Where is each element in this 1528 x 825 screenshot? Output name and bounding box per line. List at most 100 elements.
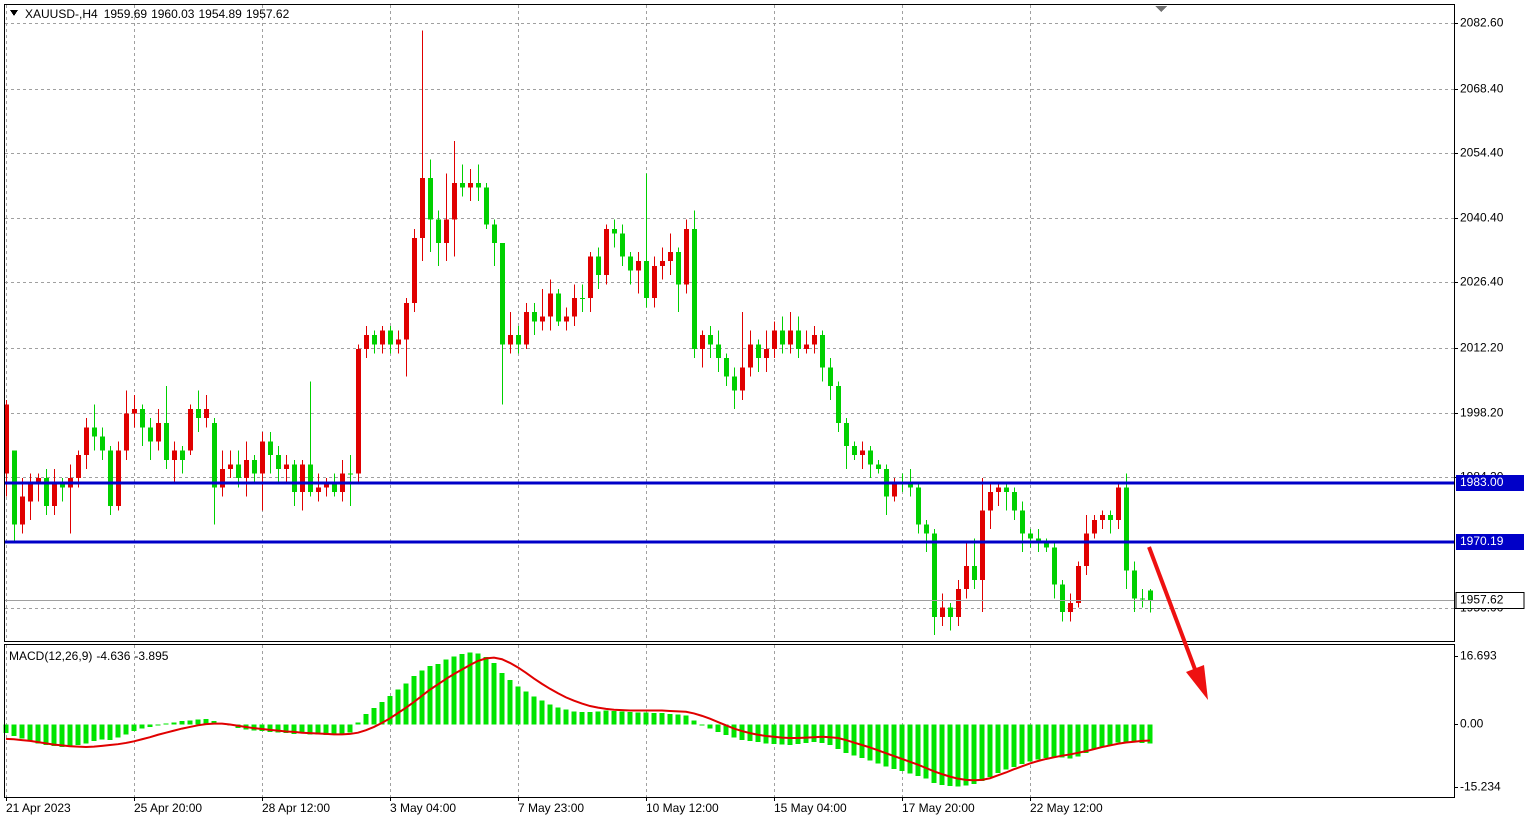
menu-triangle[interactable] [10,10,18,16]
candle-body [980,510,985,580]
candle-body [244,459,249,479]
candle-body [316,487,321,493]
macd-histogram-bar [187,720,193,725]
current-price-label: 1957.62 [1460,593,1504,607]
macd-signal-line [5,656,1151,782]
macd-histogram-bar [755,724,761,743]
macd-histogram-bar [499,673,505,725]
candle-body [164,422,169,460]
macd-histogram-bar [291,724,297,734]
candle-body [1076,565,1081,603]
macd-histogram-bar [939,724,945,786]
macd-histogram-bar [947,724,953,787]
candle-body [1116,487,1121,520]
candle-body [956,589,961,617]
macd-histogram-bar [979,724,985,782]
candle-body [788,330,793,345]
x-tick-label: 25 Apr 20:00 [134,801,202,815]
macd-histogram-bar [299,724,305,734]
macd-histogram-bar [323,724,329,736]
y-tick-label: 16.693 [1460,649,1497,663]
macd-histogram-bar [115,724,121,738]
candle-body [540,316,545,322]
macd-histogram-bar [259,724,265,732]
candle-body [36,478,41,483]
macd-histogram-bar [643,712,649,725]
macd-histogram-bar [1083,724,1089,753]
macd-histogram-bar [491,662,497,725]
shift-marker [1155,6,1167,12]
candle-body [772,330,777,349]
macd-histogram-bar [683,715,689,725]
candle-body [76,455,81,479]
macd-histogram-bar [1051,724,1057,758]
candle-body [276,455,281,470]
candle-body [140,408,145,428]
macd-histogram-bar [523,691,529,725]
macd-histogram-bar [835,724,841,750]
macd-histogram-bar [867,724,873,761]
macd-panel-frame [4,644,1455,798]
candle-body [124,413,129,451]
macd-histogram-bar [627,712,633,725]
macd-histogram-bar [675,714,681,725]
candle-body [404,302,409,340]
candle-body [292,464,297,493]
candle-body [364,335,369,349]
macd-last-signal: -3.895 [134,649,168,663]
candle-body [940,607,945,617]
candle-body [188,408,193,451]
x-tick-label: 3 May 04:00 [390,801,456,815]
last-close: 1957.62 [246,7,290,21]
candle-body [556,293,561,322]
macd-histogram-bar [883,724,889,767]
candle-body [28,482,33,502]
candle-body [500,242,505,345]
candle-body [836,385,841,423]
macd-histogram-bar [619,711,625,725]
macd-histogram-bar [587,712,593,725]
macd-histogram-bar [907,724,913,774]
candle-body [492,224,497,243]
macd-histogram-bar [283,724,289,734]
candle-body [84,427,89,456]
macd-histogram-bar [267,724,273,732]
macd-histogram-bar [131,724,137,732]
candle-body [916,487,921,525]
macd-histogram-bar [467,652,473,725]
candle-body [732,376,737,391]
candle-body [868,450,873,465]
y-tick-label: 2068.40 [1460,82,1504,96]
macd-histogram-bar [355,722,361,725]
macd-histogram-bar [59,724,65,748]
macd-histogram-bar [1059,724,1065,758]
candle-body [1124,487,1129,571]
macd-histogram-bar [667,713,673,725]
candle-body [828,367,833,386]
macd-histogram-bar [19,724,25,739]
candle-body [620,233,625,257]
macd-histogram-bar [195,719,201,725]
macd-histogram-bar [1019,724,1025,764]
candle-body [764,348,769,359]
macd-histogram-bar [51,724,57,747]
macd-histogram-bar [371,708,377,725]
candle-body [196,408,201,419]
x-tick-label: 7 May 23:00 [518,801,584,815]
candle-body [20,496,25,525]
candle-body [604,228,609,276]
macd-histogram-bar [899,724,905,771]
x-tick-label: 28 Apr 12:00 [262,801,330,815]
y-tick-label: 0.00 [1460,717,1484,731]
macd-histogram-bar [67,724,73,747]
candle-body [92,427,97,437]
macd-histogram-bar [723,724,729,736]
macd-histogram-bar [603,710,609,725]
candle-body [412,238,417,303]
candle-body [548,293,553,317]
macd-histogram-bar [707,724,713,729]
candle-body [156,422,161,442]
symbol: XAUUSD-,H4 [25,7,98,21]
macd-histogram-bar [851,724,857,756]
level-label: 1970.19 [1460,534,1504,548]
